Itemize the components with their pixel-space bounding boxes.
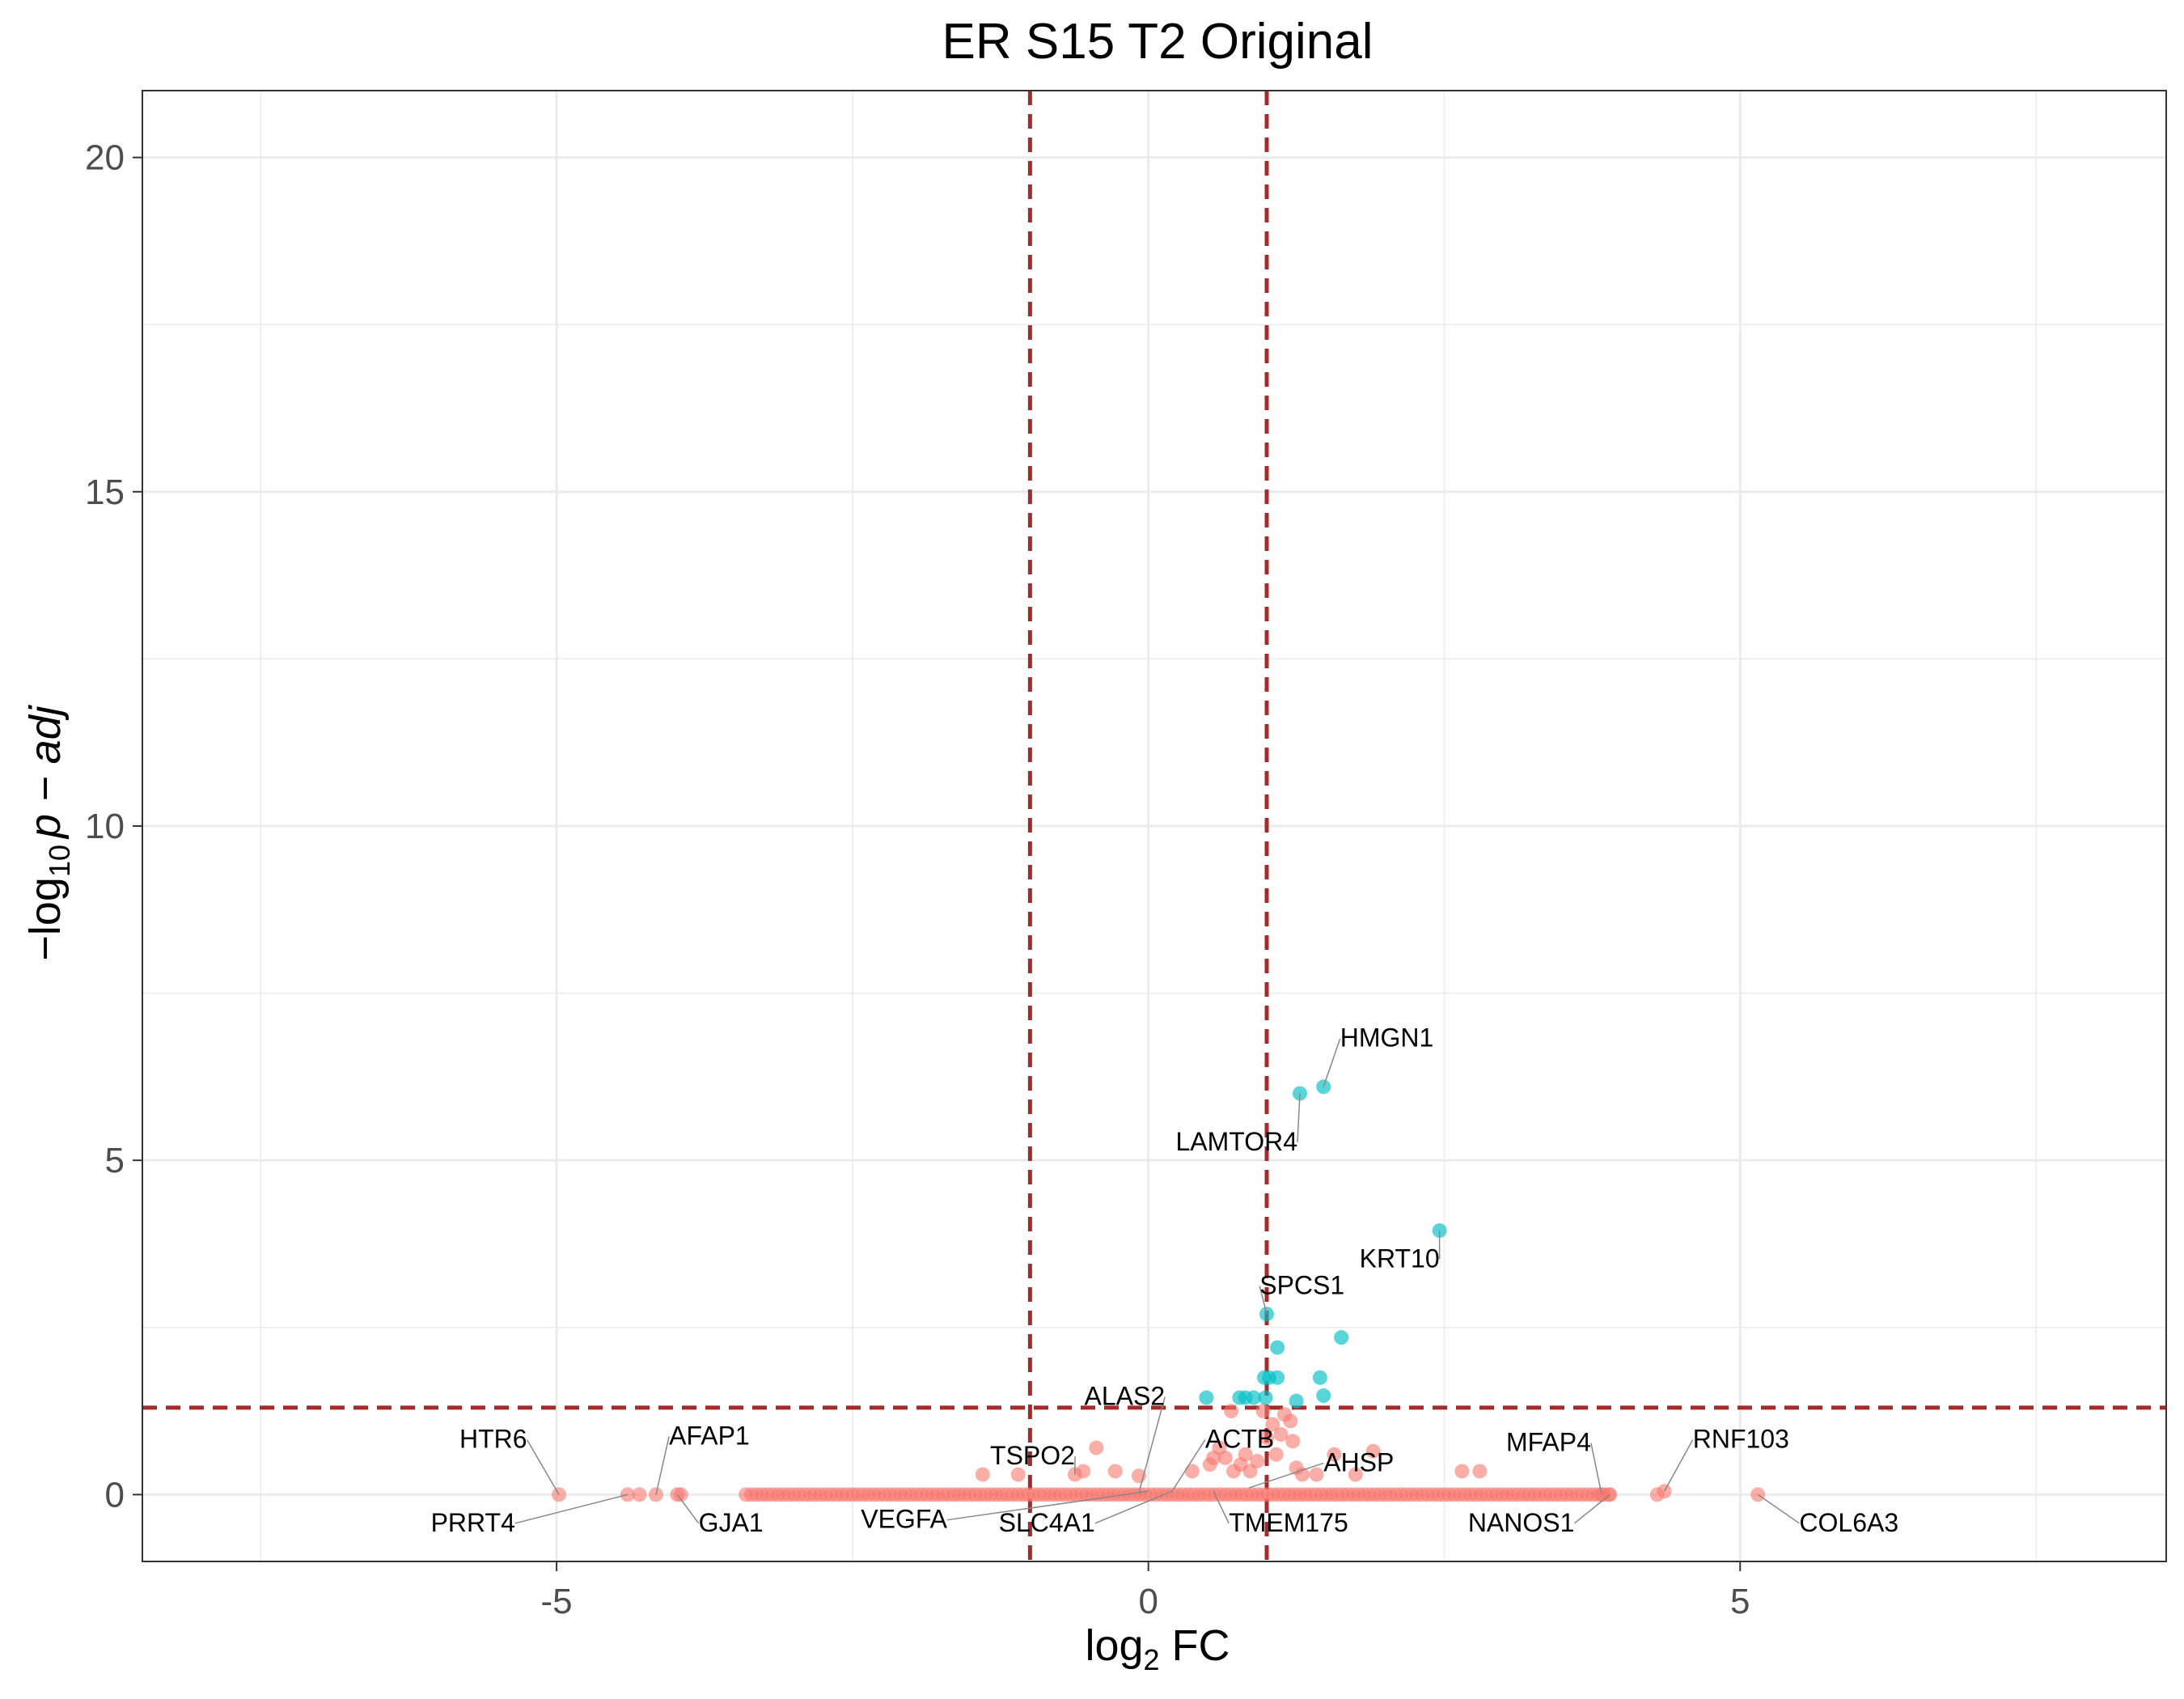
point-significant — [1258, 1390, 1273, 1405]
gene-label: NANOS1 — [1468, 1508, 1575, 1537]
x-tick-label: 0 — [1138, 1582, 1158, 1621]
x-axis-title: log2 FC — [1085, 1621, 1230, 1676]
label-leader-line — [1323, 1038, 1341, 1087]
gene-label: AFAP1 — [669, 1421, 750, 1450]
point-not-significant — [1285, 1434, 1301, 1449]
point-significant — [1334, 1330, 1349, 1345]
gene-label: HMGN1 — [1340, 1023, 1434, 1053]
point-not-significant — [1327, 1447, 1342, 1462]
gene-label: ALAS2 — [1085, 1382, 1166, 1411]
label-leader-line — [1259, 1286, 1268, 1315]
point-not-significant — [1365, 1443, 1381, 1459]
point-not-significant — [1184, 1464, 1200, 1479]
point-not-significant — [1238, 1447, 1253, 1462]
point-not-significant — [975, 1467, 990, 1482]
label-leader-line — [1573, 1494, 1610, 1524]
point-not-significant — [1273, 1426, 1289, 1442]
label-leader-line — [1248, 1462, 1324, 1489]
label-leader-line — [1138, 1396, 1166, 1494]
point-significant — [1270, 1370, 1285, 1385]
label-leader-line — [1297, 1093, 1301, 1142]
x-axis-ticks: -5 0 5 — [541, 1561, 1750, 1621]
point-not-significant — [1217, 1450, 1233, 1465]
y-tick-label: 10 — [85, 807, 125, 846]
label-leader-line — [1663, 1439, 1694, 1492]
point-not-significant — [1348, 1467, 1363, 1482]
point-not-significant — [1255, 1404, 1271, 1419]
x-axis-title-subscript: 2 — [1144, 1643, 1160, 1676]
gene-label: LAMTOR4 — [1175, 1127, 1297, 1156]
x-tick-label: -5 — [541, 1582, 573, 1621]
gene-label: GJA1 — [699, 1508, 764, 1537]
label-leader-line — [655, 1436, 670, 1495]
label-leader-line — [1213, 1490, 1230, 1524]
point-significant — [1199, 1390, 1214, 1405]
gene-label: RNF103 — [1693, 1425, 1789, 1454]
point-not-significant — [1224, 1404, 1239, 1419]
y-axis-title: −log10 p − adj — [21, 704, 76, 960]
point-not-significant — [1472, 1464, 1488, 1479]
point-not-significant — [1010, 1467, 1026, 1482]
y-tick-label: 5 — [105, 1141, 125, 1180]
label-leader-line — [676, 1494, 700, 1524]
label-leader-line — [946, 1490, 1149, 1521]
point-significant — [1257, 1370, 1272, 1385]
point-not-significant — [1268, 1447, 1284, 1462]
y-axis-title-subscript: 10 — [43, 845, 76, 877]
y-axis-ticks: 0 5 10 15 20 — [85, 138, 142, 1515]
gene-label: TMEM175 — [1229, 1508, 1348, 1537]
point-significant — [1316, 1388, 1331, 1404]
x-tick-label: 5 — [1730, 1582, 1750, 1621]
gene-label: HTR6 — [459, 1425, 527, 1454]
gene-label: SLC4A1 — [999, 1508, 1095, 1537]
y-axis-title-minus: − — [21, 935, 70, 961]
y-axis-title-italic: p − adj — [21, 704, 70, 840]
y-tick-label: 20 — [85, 138, 125, 178]
gene-label: SPCS1 — [1259, 1270, 1344, 1299]
data-points — [552, 1079, 1766, 1502]
point-significant — [1270, 1340, 1285, 1355]
label-leader-line — [514, 1494, 629, 1524]
point-significant — [1289, 1393, 1304, 1409]
y-axis-title-base: log — [21, 877, 70, 935]
gene-label: KRT10 — [1360, 1244, 1440, 1273]
point-not-significant — [1259, 1430, 1274, 1446]
point-not-significant — [1454, 1464, 1470, 1479]
gene-label: COL6A3 — [1799, 1508, 1898, 1537]
label-leader-line — [1171, 1439, 1206, 1492]
point-not-significant — [1283, 1413, 1298, 1429]
gene-label: VEGFA — [861, 1505, 947, 1534]
point-not-significant — [1250, 1454, 1265, 1469]
x-axis-title-base: log — [1085, 1621, 1143, 1670]
point-not-significant — [673, 1487, 688, 1502]
label-leader-line — [1094, 1490, 1173, 1524]
gene-labels: HMGN1 LAMTOR4 KRT10 SPCS1 ALAS2 HTR6 AFAP1 PRRT… — [431, 1023, 1899, 1537]
gene-label: TSPO2 — [990, 1441, 1075, 1470]
point-not-significant — [1265, 1417, 1280, 1432]
gene-label: MFAP4 — [1506, 1428, 1591, 1457]
chart-title: ER S15 T2 Original — [942, 14, 1373, 70]
point-not-significant — [1309, 1467, 1324, 1482]
label-leader-line — [1590, 1443, 1602, 1495]
label-leader-lines — [514, 1038, 1800, 1524]
point-not-significant — [1294, 1467, 1310, 1482]
label-leader-line — [1757, 1494, 1800, 1524]
gene-label: PRRT4 — [431, 1508, 515, 1537]
point-significant — [1312, 1370, 1327, 1385]
gene-label: AHSP — [1323, 1447, 1394, 1477]
label-leader-line — [526, 1439, 560, 1495]
x-axis-title-rest: FC — [1160, 1621, 1230, 1670]
gene-label: ACTB — [1205, 1425, 1274, 1454]
y-tick-label: 15 — [85, 472, 125, 512]
point-significant — [1246, 1390, 1261, 1405]
point-not-significant — [1107, 1464, 1123, 1479]
point-not-significant — [1089, 1440, 1104, 1455]
point-not-significant — [632, 1487, 647, 1502]
y-tick-label: 0 — [105, 1475, 125, 1515]
